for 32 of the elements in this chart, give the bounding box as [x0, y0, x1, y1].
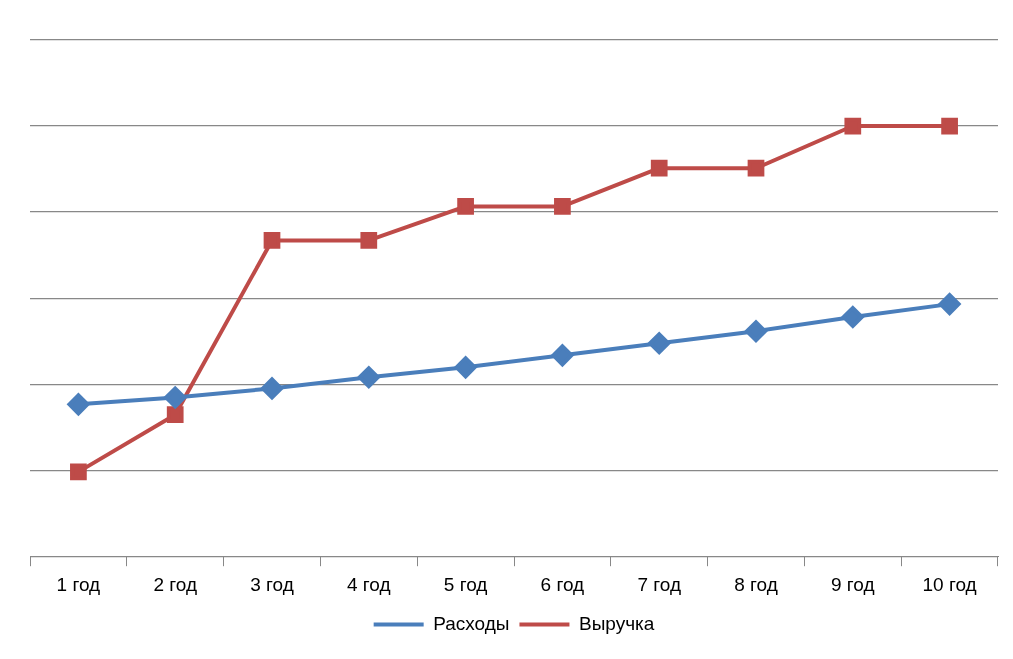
- x-tick-label: 1 год: [56, 573, 101, 595]
- point: [261, 377, 283, 400]
- point: [841, 306, 864, 329]
- x-tick-label: 7 год: [637, 573, 681, 595]
- point: [648, 332, 671, 355]
- point: [67, 393, 90, 416]
- point: [166, 406, 184, 424]
- x-tick-label: 10 год: [922, 573, 977, 595]
- x-tick-label: 4 год: [347, 573, 391, 595]
- point: [263, 232, 281, 249]
- point: [938, 293, 961, 316]
- point: [457, 198, 474, 215]
- point: [360, 232, 378, 249]
- x-tick-label: 2 год: [153, 573, 197, 595]
- point: [747, 159, 765, 177]
- point: [554, 198, 571, 215]
- point: [650, 159, 668, 177]
- point: [164, 386, 187, 409]
- point: [357, 366, 380, 389]
- point: [745, 320, 767, 343]
- x-tick-label: 9 год: [831, 573, 875, 595]
- point: [551, 344, 574, 367]
- x-tick-label: 3 год: [250, 573, 294, 595]
- point: [70, 463, 87, 481]
- point: [454, 356, 477, 379]
- legend-label: Выручка: [578, 612, 655, 634]
- x-tick-label: 5 год: [443, 573, 488, 595]
- legend-label: Расходы: [433, 612, 510, 634]
- x-tick-label: 8 год: [734, 573, 778, 595]
- x-tick-label: 6 год: [540, 573, 585, 595]
- point: [941, 117, 958, 135]
- point: [844, 117, 862, 135]
